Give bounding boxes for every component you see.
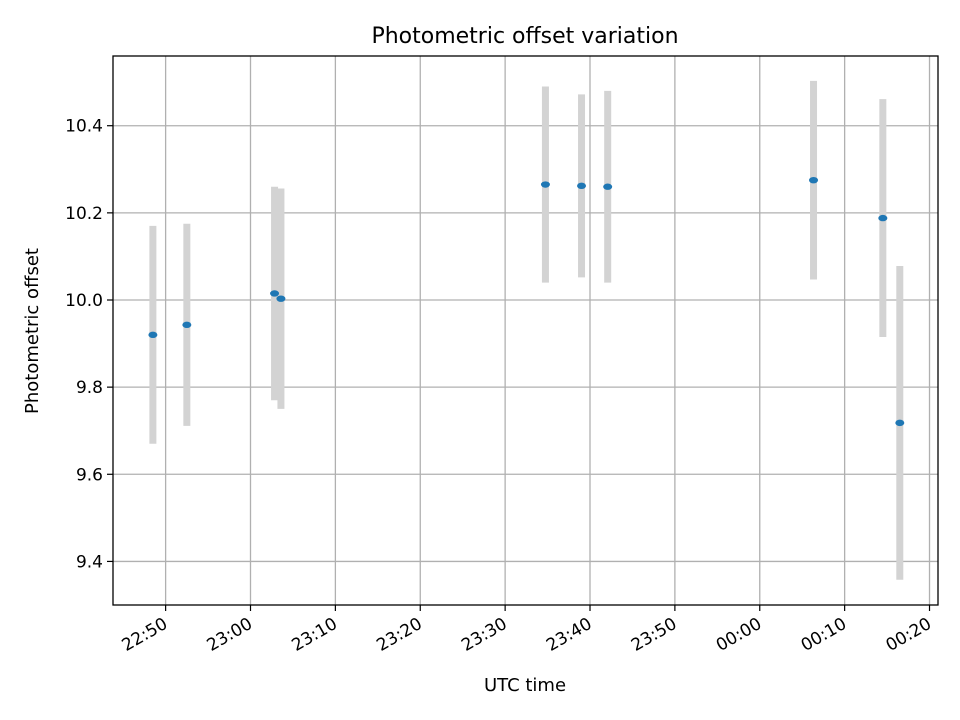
- y-tick-label: 9.4: [76, 552, 103, 572]
- chart-title: Photometric offset variation: [371, 24, 678, 49]
- data-point: [809, 176, 819, 184]
- data-point: [148, 331, 158, 339]
- x-tick-label: 23:00: [204, 614, 256, 656]
- x-tick-label: 23:50: [628, 614, 680, 656]
- x-axis-label: UTC time: [484, 675, 566, 696]
- plot-frame: [112, 55, 939, 606]
- data-point: [577, 182, 587, 190]
- error-bars: [149, 80, 904, 580]
- data-point: [603, 183, 613, 190]
- x-tick-label: 23:40: [543, 614, 595, 656]
- data-points: [148, 176, 905, 427]
- x-tick-label: 22:50: [119, 614, 171, 656]
- data-point: [540, 181, 550, 188]
- data-point: [182, 321, 192, 329]
- x-tick-label: 00:20: [883, 614, 935, 656]
- data-point: [895, 419, 905, 427]
- x-tick-label: 23:30: [458, 614, 510, 656]
- y-axis-ticks: 9.4 9.6 9.8 10.0 10.2 10.4: [65, 117, 113, 572]
- y-tick-label: 10.2: [65, 204, 103, 224]
- x-tick-label: 00:10: [798, 614, 850, 656]
- y-tick-label: 10.0: [65, 291, 103, 311]
- data-point: [878, 214, 888, 222]
- gridlines: [113, 56, 938, 605]
- y-tick-label: 9.6: [76, 465, 103, 485]
- y-axis-label: Photometric offset: [22, 248, 43, 414]
- data-point: [270, 290, 280, 297]
- data-point: [276, 295, 286, 302]
- y-tick-label: 9.8: [76, 378, 103, 398]
- x-axis-ticks: 22:50 23:00 23:10 23:20 23:30 23:40 23:50 00:00…: [119, 605, 935, 656]
- x-tick-label: 23:20: [373, 614, 425, 656]
- x-tick-label: 23:10: [288, 614, 340, 656]
- y-tick-label: 10.4: [65, 117, 103, 137]
- x-tick-label: 00:00: [713, 614, 765, 656]
